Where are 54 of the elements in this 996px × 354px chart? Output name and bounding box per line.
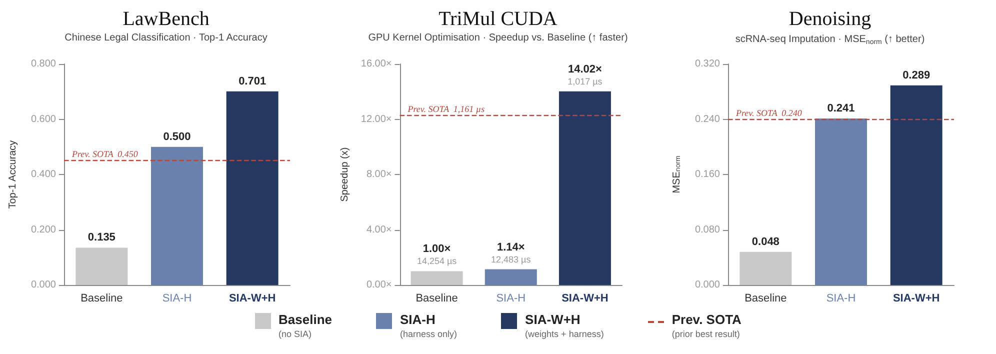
chart-title: Denoising [788,8,872,30]
annotation: 12,483 µs [491,254,532,264]
data-label: 0.701 [238,75,266,88]
x-tick-label: SIA-H [162,292,192,304]
chart-subtitle: Chinese Legal Classification · Top-1 Accuracy [64,32,268,44]
y-tick-label: 0.00× [366,280,392,290]
y-tick-label: 0.000 [694,280,720,290]
chart-subtitle: GPU Kernel Optimisation · Speedup vs. Baseline (↑ faster) [368,32,628,44]
chart-title: TriMul CUDA [438,8,558,30]
y-tick-label: 0.160 [694,169,720,180]
data-label: 14.02× [568,63,602,76]
y-tick-label: 0.320 [694,58,720,70]
text: (prior best result) [672,329,741,339]
legend-label: SIA-W+H [525,312,582,327]
legend-label: Baseline [278,312,332,327]
y-tick-label: 0.080 [694,224,720,236]
y-tick-label: 4.00× [366,224,392,236]
y-tick-label: 0.600 [30,114,56,125]
annotation: 1,017 µs [568,76,603,86]
y-tick-label: 0.000 [30,280,56,290]
ref-line-label: Prev. SOTA 0.450 [71,149,138,160]
text: (no SIA) [278,329,313,339]
y-tick-label: 12.00× [360,114,392,125]
y-tick-label: 0.800 [30,58,56,70]
ref-line-label: Prev. SOTA 0.240 [735,108,802,118]
x-tick-label: SIA-H [826,292,856,304]
x-tick-label: SIA-W+H [562,292,608,304]
text: (weights + harness) [525,329,604,339]
legend-label: SIA-H [400,312,436,327]
text: (harness only) [400,329,458,339]
text: Prev. SOTA [672,312,742,327]
data-label: 0.500 [163,130,191,143]
chart-title: LawBench [122,8,210,30]
y-axis-title: Speedup (x) [340,147,350,202]
x-tick-label: Baseline [744,292,787,304]
x-tick-label: SIA-W+H [228,292,276,304]
ref-line-label: Prev. SOTA 1,161 µs [406,104,486,114]
y-tick-label: 0.240 [694,114,720,125]
data-label: 0.241 [827,102,855,115]
data-label: 0.135 [88,232,116,244]
y-tick-label: 0.200 [30,224,56,236]
data-label: 1.14× [496,241,525,254]
y-tick-label: 16.00× [360,58,392,70]
x-tick-label: Baseline [80,292,123,304]
y-tick-label: 8.00× [366,169,392,180]
y-axis-title: Top-1 Accuracy [8,140,18,209]
data-label: 0.048 [752,236,780,248]
x-tick-label: SIA-H [496,292,526,304]
data-label: 1.00× [422,243,451,256]
y-tick-label: 0.400 [30,169,56,180]
x-tick-label: SIA-W+H [892,292,940,304]
data-label: 0.289 [902,69,930,82]
annotation: 14,254 µs [416,256,458,266]
x-tick-label: Baseline [416,292,458,304]
